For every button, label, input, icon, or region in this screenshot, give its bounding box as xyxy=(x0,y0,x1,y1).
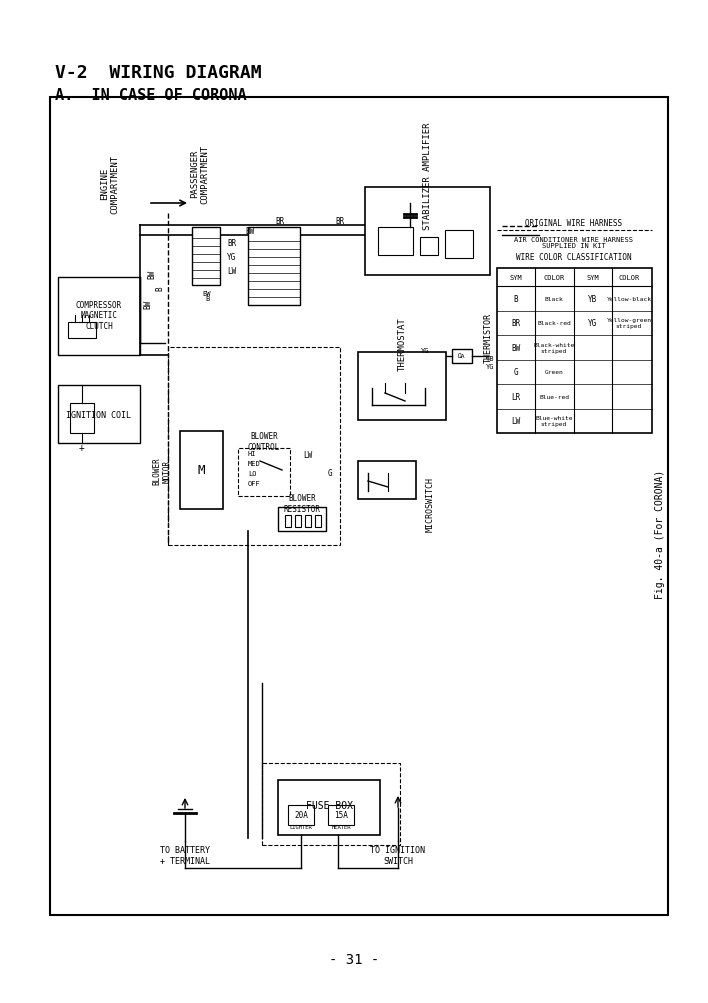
Text: MED: MED xyxy=(248,460,261,466)
Text: LW: LW xyxy=(511,417,520,426)
Text: YG: YG xyxy=(227,253,236,262)
Text: ENGINE
COMPARTMENT: ENGINE COMPARTMENT xyxy=(101,154,120,214)
Text: BLOWER
RESISTOR: BLOWER RESISTOR xyxy=(283,493,321,514)
Text: LR: LR xyxy=(511,392,520,401)
Text: YG: YG xyxy=(486,364,494,370)
Text: 20A: 20A xyxy=(294,810,308,819)
Text: LIGHTER: LIGHTER xyxy=(290,824,312,829)
Text: FUSE BOX: FUSE BOX xyxy=(305,800,353,810)
Bar xyxy=(305,516,311,528)
Text: BW: BW xyxy=(147,269,156,279)
Text: THERMOSTAT: THERMOSTAT xyxy=(397,317,406,370)
Text: Black-red: Black-red xyxy=(537,321,571,326)
Text: LW: LW xyxy=(303,451,313,460)
Bar xyxy=(358,353,446,420)
Text: AIR CONDITIONER WIRE HARNESS
SUPPLIED IN KIT: AIR CONDITIONER WIRE HARNESS SUPPLIED IN… xyxy=(515,237,634,250)
Text: BR: BR xyxy=(336,217,345,226)
Bar xyxy=(358,461,416,499)
Text: ΩA: ΩA xyxy=(458,354,466,359)
Text: BW: BW xyxy=(246,227,255,236)
Bar xyxy=(238,448,290,496)
Text: BR: BR xyxy=(275,217,285,226)
Text: - 31 -: - 31 - xyxy=(329,952,379,966)
Text: HI: HI xyxy=(248,450,256,456)
Bar xyxy=(192,228,220,286)
Bar xyxy=(262,763,400,846)
Text: Green: Green xyxy=(544,370,564,375)
Bar xyxy=(420,238,438,256)
Bar xyxy=(497,269,652,433)
Bar xyxy=(365,188,490,276)
Text: COLOR: COLOR xyxy=(618,275,639,281)
Text: PASSENGER
COMPARTMENT: PASSENGER COMPARTMENT xyxy=(190,144,210,204)
Text: G: G xyxy=(514,368,518,377)
Bar xyxy=(452,350,472,364)
Text: A.  IN CASE OF CORONA: A. IN CASE OF CORONA xyxy=(55,88,246,103)
Bar xyxy=(315,516,321,528)
Bar xyxy=(285,516,291,528)
Text: SYM: SYM xyxy=(510,275,523,281)
Text: 15A: 15A xyxy=(334,810,348,819)
Bar xyxy=(70,403,94,433)
Text: Black-white
striped: Black-white striped xyxy=(533,342,575,353)
Text: TO BATTERY
+ TERMINAL: TO BATTERY + TERMINAL xyxy=(160,846,210,865)
Text: BLOWER
CONTROL: BLOWER CONTROL xyxy=(248,432,280,451)
Text: STABILIZER AMPLIFIER: STABILIZER AMPLIFIER xyxy=(423,122,433,230)
Bar xyxy=(58,278,140,356)
Bar xyxy=(50,98,668,915)
Text: THERMISTOR: THERMISTOR xyxy=(484,313,493,363)
Text: Blue-red: Blue-red xyxy=(539,394,569,399)
Text: Blue-white
striped: Blue-white striped xyxy=(535,416,573,426)
Text: BR: BR xyxy=(227,240,236,249)
Text: SYM: SYM xyxy=(587,275,600,281)
Bar xyxy=(68,323,96,339)
Text: WIRE COLOR CLASSIFICATION: WIRE COLOR CLASSIFICATION xyxy=(516,252,632,261)
Text: BLOWER
MOTOR: BLOWER MOTOR xyxy=(152,456,172,484)
Text: LW: LW xyxy=(227,267,236,276)
Text: HEATER: HEATER xyxy=(331,824,350,829)
Text: Yellow-black: Yellow-black xyxy=(607,297,651,302)
Text: YB: YB xyxy=(588,295,598,304)
Text: B: B xyxy=(156,287,164,291)
Text: YG: YG xyxy=(588,319,598,328)
Text: Yellow-green
striped: Yellow-green striped xyxy=(607,318,651,329)
Bar xyxy=(378,228,413,256)
Text: OFF: OFF xyxy=(248,480,261,486)
Text: COLOR: COLOR xyxy=(543,275,564,281)
Bar xyxy=(58,385,140,443)
Text: BW: BW xyxy=(144,299,152,308)
Text: IGNITION COIL: IGNITION COIL xyxy=(67,410,132,419)
Text: M: M xyxy=(198,464,205,477)
Text: G: G xyxy=(328,469,332,478)
Text: BW: BW xyxy=(202,291,211,297)
Text: Fig. 40-a (For CORONA): Fig. 40-a (For CORONA) xyxy=(655,469,665,598)
Bar xyxy=(248,228,300,306)
Bar xyxy=(445,231,473,259)
Text: ORIGINAL WIRE HARNESS: ORIGINAL WIRE HARNESS xyxy=(525,219,622,228)
Bar xyxy=(278,508,326,532)
Text: Black: Black xyxy=(544,297,564,302)
Text: YG: YG xyxy=(421,348,429,354)
Text: TO IGNITION
SWITCH: TO IGNITION SWITCH xyxy=(370,846,426,865)
Text: YB: YB xyxy=(486,356,494,362)
Text: V-2  WIRING DIAGRAM: V-2 WIRING DIAGRAM xyxy=(55,64,262,82)
Bar xyxy=(180,431,223,510)
Text: B: B xyxy=(205,296,209,302)
Text: BR: BR xyxy=(511,319,520,328)
Bar xyxy=(295,516,301,528)
Text: LO: LO xyxy=(248,470,256,476)
Text: COMPRESSOR
MAGNETIC
CLUTCH: COMPRESSOR MAGNETIC CLUTCH xyxy=(76,301,122,331)
Bar xyxy=(278,780,380,835)
Bar xyxy=(168,348,340,546)
Text: B: B xyxy=(514,295,518,304)
Text: MICROSWITCH: MICROSWITCH xyxy=(426,476,435,531)
Bar xyxy=(328,805,354,825)
Text: BW: BW xyxy=(511,343,520,352)
Bar xyxy=(288,805,314,825)
Text: +: + xyxy=(79,442,85,452)
